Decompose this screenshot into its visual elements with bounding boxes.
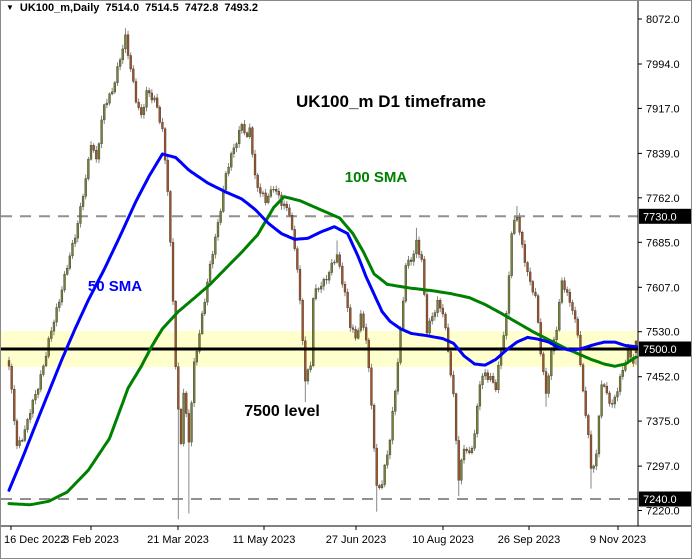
svg-text:7240.0: 7240.0 [643, 494, 677, 506]
svg-text:7220.0: 7220.0 [646, 506, 680, 518]
svg-text:7685.0: 7685.0 [646, 237, 680, 249]
ohlc-close: 7493.2 [224, 2, 259, 14]
svg-text:7375.0: 7375.0 [646, 416, 680, 428]
ohlc-open: 7514.0 [105, 2, 140, 14]
svg-text:27 Jun 2023: 27 Jun 2023 [326, 534, 387, 546]
ohlc-low: 7472.8 [184, 2, 219, 14]
svg-text:7452.0: 7452.0 [646, 372, 680, 384]
svg-text:11 May 2023: 11 May 2023 [233, 534, 296, 546]
ohlc-high: 7514.5 [145, 2, 179, 14]
price-badge-7730: 7730.0 [639, 208, 691, 224]
chart-title: ▼ UK100_m,Daily 7514.0 7514.5 7472.8 749… [6, 2, 258, 14]
svg-text:8072.0: 8072.0 [646, 14, 680, 26]
sma-50-line[interactable] [7, 152, 638, 492]
svg-text:7500.0: 7500.0 [643, 344, 677, 356]
svg-text:3 Feb 2023: 3 Feb 2023 [63, 534, 119, 546]
annotation-1[interactable]: 100 SMA [345, 169, 408, 186]
svg-text:7994.0: 7994.0 [646, 59, 680, 71]
annotation-3[interactable]: 7500 level [244, 403, 320, 420]
annotation-0[interactable]: UK100_m D1 timeframe [296, 92, 486, 111]
price-badge-7240: 7240.0 [639, 491, 691, 507]
svg-text:7297.0: 7297.0 [646, 461, 680, 473]
svg-text:9 Nov 2023: 9 Nov 2023 [590, 534, 646, 546]
price-axis-labels: 8072.0 7994.0 7917.0 7839.0 7762.0 7685.0 7607… [638, 14, 680, 518]
candles [7, 28, 638, 520]
svg-text:7839.0: 7839.0 [646, 148, 680, 160]
svg-text:16 Dec 2022: 16 Dec 2022 [4, 534, 66, 546]
svg-text:26 Sep 2023: 26 Sep 2023 [498, 534, 560, 546]
svg-text:21 Mar 2023: 21 Mar 2023 [147, 534, 209, 546]
annotation-2[interactable]: 50 SMA [88, 278, 142, 295]
svg-text:7607.0: 7607.0 [646, 282, 680, 294]
svg-text:7530.0: 7530.0 [646, 327, 680, 339]
symbol-label: UK100_m,Daily [19, 2, 100, 14]
svg-text:7917.0: 7917.0 [646, 103, 680, 115]
svg-text:7762.0: 7762.0 [646, 193, 680, 205]
svg-text:7730.0: 7730.0 [643, 211, 677, 223]
sma-100-line[interactable] [7, 195, 638, 507]
svg-text:10 Aug 2023: 10 Aug 2023 [412, 534, 474, 546]
symbol-dropdown-icon[interactable]: ▼ [6, 3, 14, 12]
price-badge-7500: 7500.0 [639, 341, 691, 357]
